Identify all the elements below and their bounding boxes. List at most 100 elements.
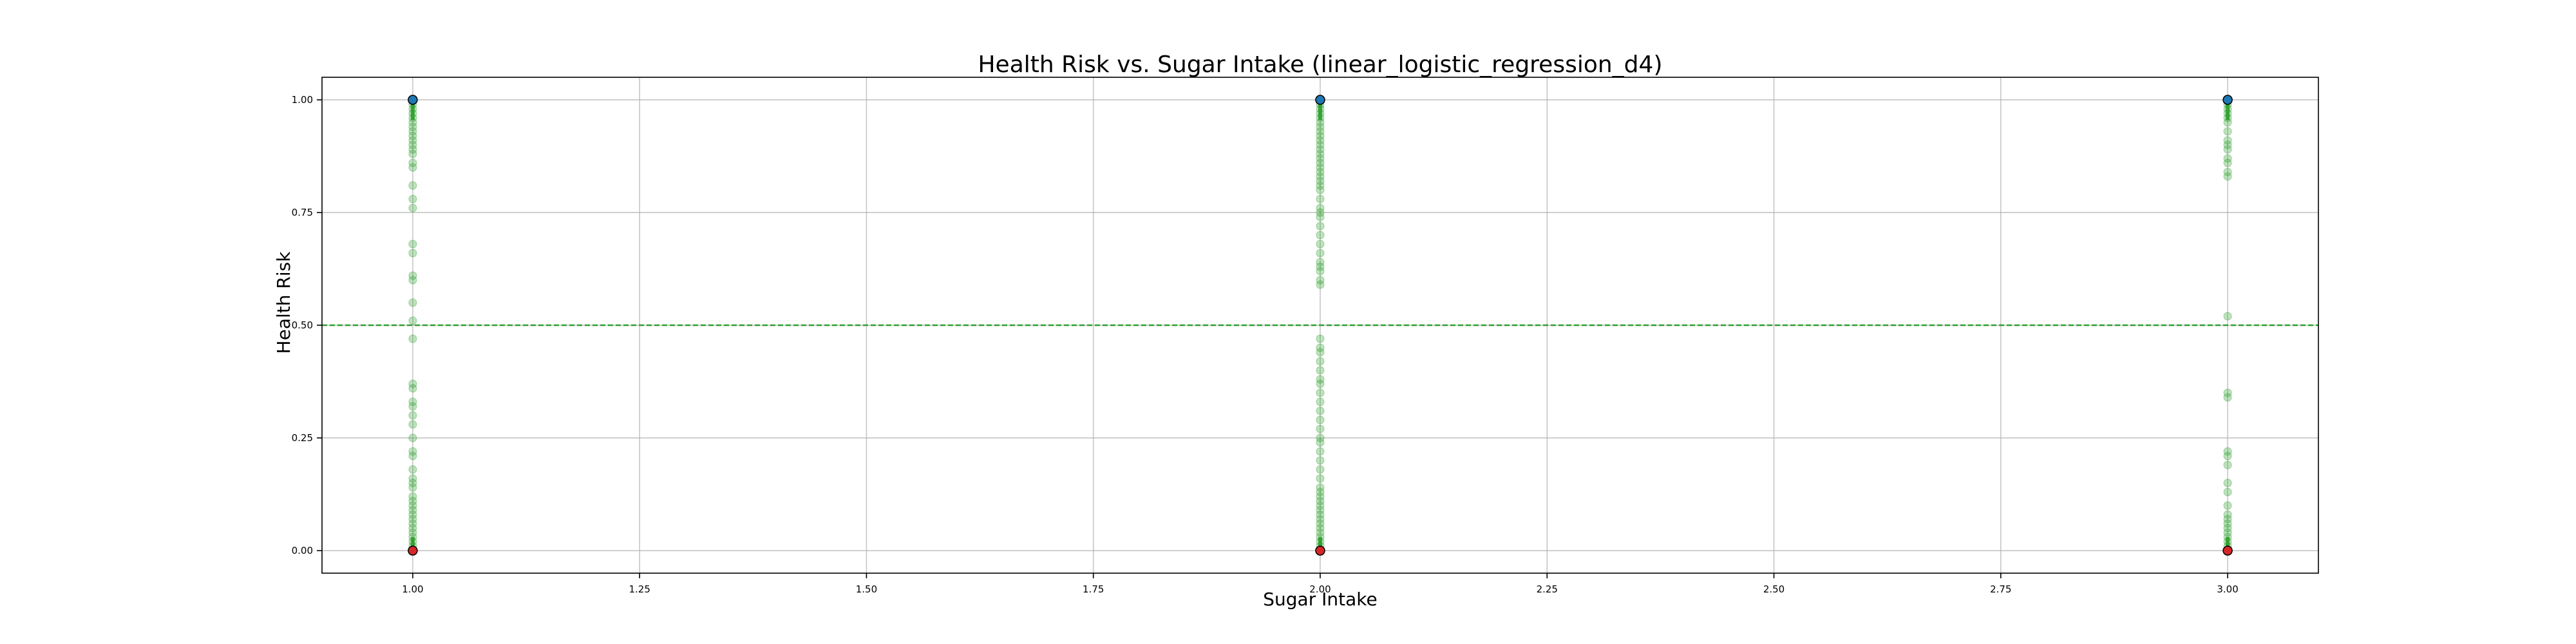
predicted-density-band xyxy=(410,537,415,551)
predicted-point xyxy=(1316,357,1325,366)
predicted-point xyxy=(1316,276,1325,285)
y-tick-label: 0.25 xyxy=(292,432,313,444)
predicted-point xyxy=(408,379,417,388)
predicted-point xyxy=(408,501,417,510)
predicted-point xyxy=(408,402,417,411)
chart-title: Health Risk vs. Sugar Intake (linear_log… xyxy=(978,52,1662,78)
predicted-point xyxy=(1316,524,1325,533)
predicted-point xyxy=(1316,406,1325,415)
x-tick-label: 2.25 xyxy=(1537,583,1558,595)
predicted-point xyxy=(1316,158,1325,167)
predicted-point xyxy=(2223,393,2232,402)
predicted-point xyxy=(1316,497,1325,506)
predicted-point xyxy=(1316,262,1325,271)
predicted-point xyxy=(408,271,417,280)
predicted-point xyxy=(1316,447,1325,456)
predicted-density-band xyxy=(2226,537,2230,551)
predicted-point xyxy=(1316,172,1325,181)
predicted-point xyxy=(1316,397,1325,406)
predicted-point xyxy=(1316,465,1325,474)
predicted-point xyxy=(408,136,417,145)
predicted-point xyxy=(1316,510,1325,519)
predicted-point xyxy=(1316,194,1325,204)
predicted-point xyxy=(1316,501,1325,510)
predicted-point xyxy=(1316,483,1325,492)
predicted-point xyxy=(1316,231,1325,240)
predicted-point xyxy=(1316,366,1325,375)
predicted-point xyxy=(408,397,417,406)
x-tick-label: 1.75 xyxy=(1083,583,1104,595)
predicted-point xyxy=(1316,348,1325,357)
predicted-point xyxy=(408,433,417,442)
predicted-point xyxy=(2223,167,2232,176)
predicted-point xyxy=(408,149,417,158)
x-axis-label: Sugar Intake xyxy=(1263,589,1377,610)
predicted-point xyxy=(2223,127,2232,136)
actual-point-negative xyxy=(408,545,418,556)
predicted-point xyxy=(408,316,417,325)
predicted-point xyxy=(2223,524,2232,533)
predicted-point xyxy=(2223,136,2232,145)
predicted-point xyxy=(408,524,417,533)
predicted-point xyxy=(1316,154,1325,163)
predicted-point xyxy=(1316,438,1325,447)
predicted-point xyxy=(408,158,417,167)
predicted-density-band xyxy=(1318,100,1322,120)
predicted-point xyxy=(1316,149,1325,158)
x-tick-label: 2.50 xyxy=(1763,583,1785,595)
predicted-point xyxy=(2223,447,2232,456)
axis-ticks: 1.00 1.25 1.50 1.75 2.00 2.25 2.50 2.75 3.00 0.00… xyxy=(292,94,2239,595)
predicted-point xyxy=(408,122,417,131)
predicted-point xyxy=(1316,176,1325,185)
predicted-point xyxy=(1316,213,1325,222)
predicted-point xyxy=(1316,249,1325,258)
predicted-point xyxy=(2223,478,2232,488)
predicted-point xyxy=(1316,375,1325,384)
predicted-point xyxy=(1316,474,1325,483)
predicted-point xyxy=(1316,519,1325,528)
y-axis-label: Health Risk xyxy=(273,251,294,354)
predicted-point xyxy=(408,131,417,140)
predicted-point xyxy=(408,497,417,506)
predicted-point xyxy=(1316,379,1325,388)
predicted-point xyxy=(2223,140,2232,149)
predicted-point xyxy=(1316,131,1325,140)
actual-point-positive xyxy=(2222,95,2233,105)
predicted-point xyxy=(2223,451,2232,460)
predicted-points xyxy=(408,100,2232,551)
predicted-point xyxy=(408,420,417,429)
predicted-point xyxy=(2223,510,2232,519)
predicted-point xyxy=(1316,528,1325,537)
predicted-point xyxy=(408,240,417,249)
predicted-point xyxy=(408,276,417,285)
predicted-point xyxy=(408,384,417,393)
predicted-point xyxy=(1316,492,1325,501)
predicted-point xyxy=(1316,488,1325,497)
predicted-point xyxy=(408,478,417,488)
predicted-point xyxy=(1316,267,1325,276)
predicted-point xyxy=(2223,460,2232,469)
predicted-density-band xyxy=(410,100,415,120)
predicted-point xyxy=(2223,312,2232,321)
predicted-point xyxy=(1316,145,1325,154)
predicted-point xyxy=(2223,488,2232,497)
predicted-point xyxy=(408,447,417,456)
predicted-point xyxy=(1316,506,1325,515)
predicted-point xyxy=(1316,204,1325,213)
predicted-point xyxy=(1316,222,1325,231)
predicted-point xyxy=(408,140,417,149)
predicted-point xyxy=(1316,433,1325,442)
predicted-point xyxy=(408,298,417,307)
predicted-point xyxy=(1316,456,1325,465)
actual-point-negative xyxy=(2222,545,2233,556)
predicted-density-band xyxy=(2226,100,2230,120)
predicted-point xyxy=(1316,334,1325,343)
predicted-point xyxy=(1316,181,1325,190)
predicted-point xyxy=(408,483,417,492)
predicted-point xyxy=(2223,172,2232,181)
x-tick-label: 2.00 xyxy=(1309,583,1331,595)
predicted-point xyxy=(1316,163,1325,172)
predicted-point xyxy=(1316,122,1325,131)
predicted-point xyxy=(408,145,417,154)
